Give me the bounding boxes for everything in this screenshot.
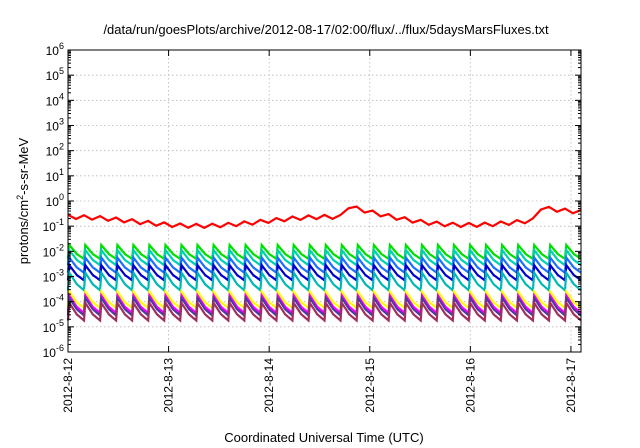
y-tick-base: 10 [43, 271, 57, 285]
y-tick-base: 10 [46, 69, 60, 83]
y-tick-base: 10 [46, 44, 60, 58]
y-axis-label-rest: -s-sr-MeV [16, 137, 31, 194]
y-tick-label: 105 [46, 66, 64, 83]
y-tick-label: 101 [46, 167, 64, 184]
x-tick-label: 2012-8-16 [463, 358, 477, 413]
y-tick-base: 10 [43, 346, 57, 360]
y-tick-exponent: 1 [59, 167, 64, 177]
y-tick-label: 10-1 [43, 217, 64, 234]
x-axis-label: Coordinated Universal Time (UTC) [224, 430, 423, 445]
y-tick-exponent: -1 [56, 217, 64, 227]
y-axis-label-base: protons/cm [16, 200, 31, 264]
series-group [66, 205, 582, 323]
y-tick-label: 100 [46, 192, 64, 209]
y-tick-label: 10-2 [43, 242, 64, 259]
y-tick-base: 10 [46, 195, 60, 209]
y-tick-base: 10 [43, 296, 57, 310]
flux-series-line [67, 205, 582, 230]
y-tick-base: 10 [43, 245, 57, 259]
y-axis-label: protons/cm2-s-sr-MeV [15, 137, 31, 264]
y-tick-exponent: 3 [59, 117, 64, 127]
chart-title: /data/run/goesPlots/archive/2012-08-17/0… [103, 22, 549, 37]
y-tick-exponent: -2 [56, 242, 64, 252]
y-tick-label: 103 [46, 117, 64, 134]
y-tick-label: 10-6 [43, 343, 64, 360]
y-tick-exponent: 4 [59, 91, 64, 101]
y-axis: 10610510410310210110010-110-210-310-410-… [43, 41, 581, 360]
y-tick-base: 10 [46, 120, 60, 134]
y-tick-exponent: -4 [56, 293, 64, 303]
x-tick-label: 2012-8-13 [162, 358, 176, 413]
flux-series-line [66, 269, 582, 293]
y-tick-base: 10 [46, 94, 60, 108]
y-tick-base: 10 [46, 145, 60, 159]
y-tick-label: 10-3 [43, 268, 64, 285]
y-tick-base: 10 [43, 321, 57, 335]
y-tick-exponent: 5 [59, 66, 64, 76]
y-tick-base: 10 [43, 220, 57, 234]
y-tick-label: 106 [46, 41, 64, 58]
x-tick-label: 2012-8-14 [262, 358, 276, 413]
y-axis-label-sup: 2 [15, 195, 25, 200]
x-axis: 2012-8-12 2012-8-13 2012-8-14 2012-8-15 2012… [61, 50, 578, 413]
x-tick-label: 2012-8-15 [363, 358, 377, 413]
x-tick-label: 2012-8-17 [564, 358, 578, 413]
y-tick-label: 10-5 [43, 318, 64, 335]
y-tick-exponent: 0 [59, 192, 64, 202]
y-tick-exponent: 6 [59, 41, 64, 51]
flux-series-line [66, 299, 582, 323]
y-tick-label: 102 [46, 142, 64, 159]
y-tick-exponent: -3 [56, 268, 64, 278]
y-tick-exponent: -5 [56, 318, 64, 328]
y-tick-base: 10 [46, 170, 60, 184]
y-tick-label: 104 [46, 91, 64, 108]
y-tick-exponent: 2 [59, 142, 64, 152]
y-tick-label: 10-4 [43, 293, 64, 310]
x-tick-label: 2012-8-12 [61, 358, 75, 413]
y-tick-exponent: -6 [56, 343, 64, 353]
